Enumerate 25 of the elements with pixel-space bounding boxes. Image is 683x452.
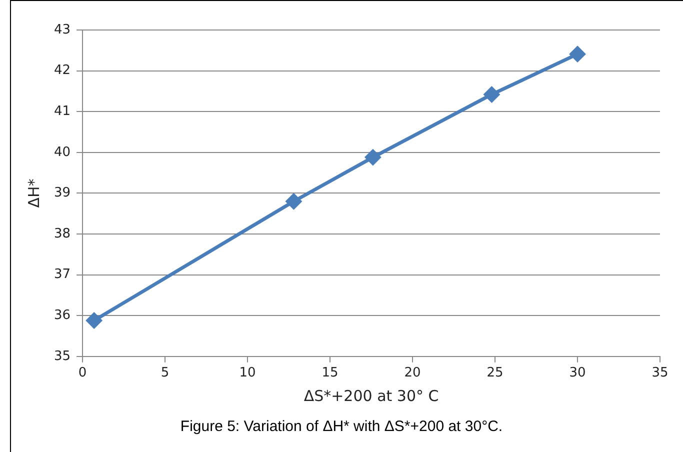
x-tick-label: 25 [486, 366, 504, 381]
y-axis-title: ΔH* [24, 178, 43, 208]
caption: Figure 5: Variation of ΔH* with ΔS*+200 at 30°C. [179, 418, 504, 435]
x-tick-label: 15 [322, 366, 338, 381]
x-tick-label: 5 [160, 366, 170, 381]
y-tick-label: 35 [54, 348, 71, 364]
y-tick-label: 41 [54, 104, 71, 119]
point [570, 46, 586, 62]
y-tick-label: 36 [54, 308, 71, 323]
x-tick-label: 20 [404, 366, 421, 381]
x-tick-label: 0 [78, 366, 87, 381]
point [86, 312, 102, 328]
y-tick-label: 37 [54, 267, 71, 282]
point [365, 150, 381, 166]
x-tick-label: 35 [652, 366, 668, 381]
x-tick-label: 10 [239, 366, 256, 381]
y-tick-label: 43 [54, 22, 71, 38]
y-tick-label: 38 [54, 226, 71, 242]
y-tick-label: 42 [54, 63, 71, 78]
point [286, 194, 302, 210]
x-axis-title: ΔS*+200 at 30° C [304, 386, 439, 405]
y-tick-label: 39 [54, 186, 71, 201]
x-tick-label: 30 [569, 366, 586, 381]
y-tick-label: 40 [54, 144, 71, 160]
point [484, 86, 500, 102]
